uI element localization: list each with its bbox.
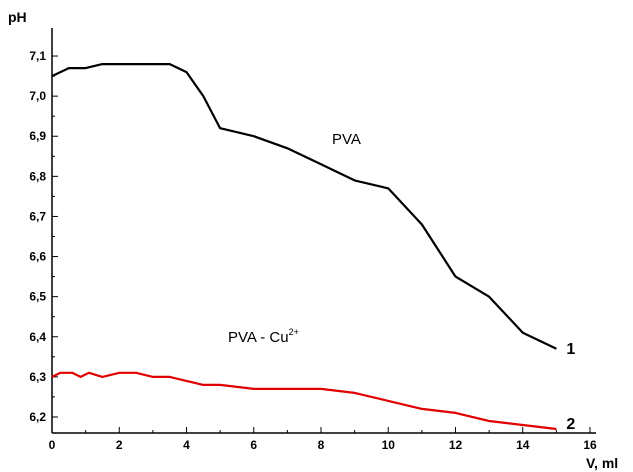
y-tick-label: 6,5: [29, 290, 46, 304]
series-1-label: 1: [566, 341, 575, 358]
y-tick-label: 6,3: [29, 370, 46, 384]
series-2-line: [51, 371, 557, 431]
x-ticks: 0 2 4 6 8 10 12 14 16: [49, 427, 597, 452]
x-tick-label: 12: [449, 438, 463, 452]
x-tick-label: 8: [318, 438, 325, 452]
x-tick-label: 0: [49, 438, 56, 452]
series-1-line: [51, 62, 557, 350]
series-lines: 12: [51, 62, 575, 433]
series-2-label: 2: [566, 416, 575, 433]
y-tick-label: 7,1: [29, 49, 46, 63]
axes: [51, 28, 596, 434]
x-tick-label: 10: [382, 438, 396, 452]
annotation-pva-cu-base: PVA - Cu: [228, 329, 289, 346]
annotation-pva-cu-superscript: 2+: [289, 327, 299, 337]
y-tick-label: 6,9: [29, 129, 46, 143]
x-tick-label: 6: [250, 438, 257, 452]
y-tick-label: 6,8: [29, 169, 46, 183]
y-tick-label: 7,0: [29, 89, 46, 103]
y-ticks: 6,2 6,3 6,4 6,5 6,6 6,7 6,8 6,9 7,0 7,1: [29, 49, 58, 424]
x-tick-label: 2: [116, 438, 123, 452]
y-tick-label: 6,6: [29, 250, 46, 264]
x-tick-label: 4: [183, 438, 190, 452]
y-tick-label: 6,7: [29, 209, 46, 223]
y-axis-title: pH: [8, 9, 27, 25]
x-tick-label: 14: [516, 438, 530, 452]
y-tick-label: 6,4: [29, 330, 46, 344]
x-tick-label: 16: [583, 438, 597, 452]
annotation-pva-cu: PVA - Cu2+: [228, 327, 299, 346]
x-axis-title: V, ml: [586, 455, 618, 471]
annotation-pva: PVA: [332, 131, 361, 148]
y-tick-label: 6,2: [29, 410, 46, 424]
